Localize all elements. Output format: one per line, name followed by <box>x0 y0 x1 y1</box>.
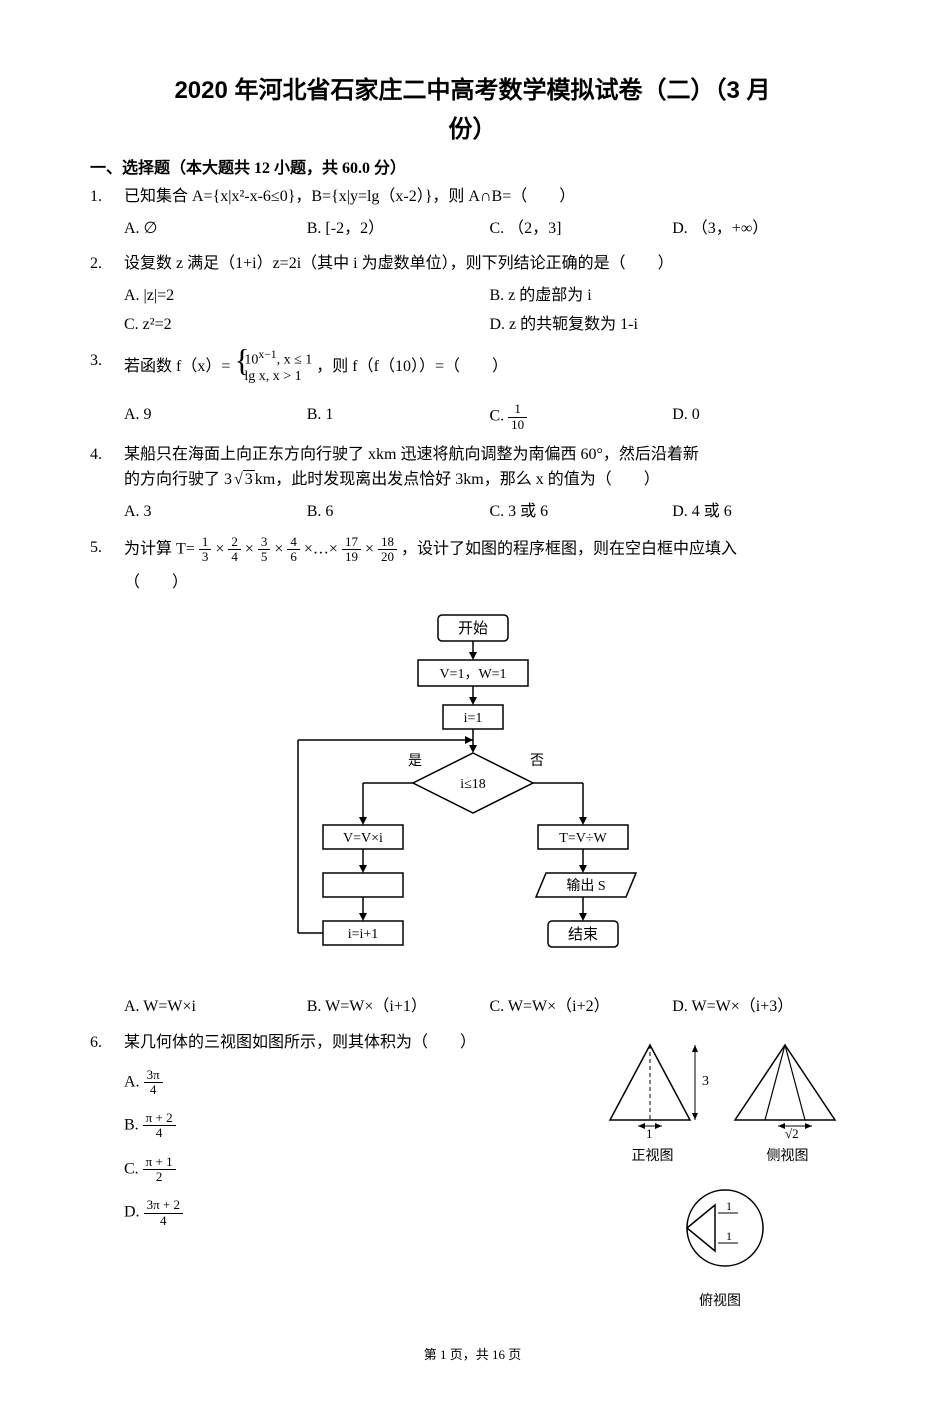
svg-text:1: 1 <box>646 1126 653 1140</box>
q3-piece2: lg x, x > 1 <box>244 369 312 386</box>
q4-line1: 某船只在海面上向正东方向行驶了 xkm 迅速将航向调整为南偏西 60°，然后沿着… <box>124 442 855 468</box>
q4-opt-b: B. 6 <box>307 497 490 527</box>
question-5: 5. 为计算 T= 13 × 24 × 35 × 46 ×…× 1719 × 1… <box>90 535 855 1022</box>
svg-text:i≤18: i≤18 <box>460 777 486 792</box>
question-3: 3. 若函数 f（x）= 10x−1, x ≤ 1 lg x, x > 1 ，则… <box>90 348 855 434</box>
q3-opt-c: C. 110 <box>490 400 673 434</box>
q4-number: 4. <box>90 442 124 468</box>
svg-text:T=V÷W: T=V÷W <box>559 831 607 846</box>
q3-opt-d: D. 0 <box>672 400 855 434</box>
question-4: 4. 某船只在海面上向正东方向行驶了 xkm 迅速将航向调整为南偏西 60°，然… <box>90 442 855 527</box>
q5-opt-c: C. W=W×（i+2） <box>490 992 673 1022</box>
q5-opt-b: B. W=W×（i+1） <box>307 992 490 1022</box>
q2-opt-d: D. z 的共轭复数为 1-i <box>490 310 856 340</box>
q1-text: 已知集合 A={x|x²-x-6≤0}，B={x|y=lg（x-2）}，则 A∩… <box>124 188 575 205</box>
q5-text-prefix: 为计算 T= <box>124 540 195 557</box>
q3-piece1: 10x−1, x ≤ 1 <box>244 348 312 369</box>
q3-text-prefix: 若函数 f（x）= <box>124 358 230 375</box>
svg-text:i=1: i=1 <box>463 711 482 726</box>
q2-opt-a: A. |z|=2 <box>124 281 490 311</box>
q2-number: 2. <box>90 251 124 277</box>
q1-opt-a: A. ∅ <box>124 214 307 244</box>
q4-opt-c: C. 3 或 6 <box>490 497 673 527</box>
q3-piecewise: 10x−1, x ≤ 1 lg x, x > 1 <box>234 348 312 386</box>
svg-text:输出 S: 输出 S <box>566 878 605 894</box>
q1-opt-c: C. （2，3] <box>490 214 673 244</box>
q5-number: 5. <box>90 535 124 561</box>
q6-opt-b: B. π + 24 <box>124 1109 585 1143</box>
page-title-line2: 份） <box>90 109 855 144</box>
q6-number: 6. <box>90 1030 124 1056</box>
svg-text:i=i+1: i=i+1 <box>347 927 378 942</box>
svg-text:√2: √2 <box>785 1126 799 1140</box>
svg-text:开始: 开始 <box>457 620 487 637</box>
q6-opt-c: C. π + 12 <box>124 1153 585 1187</box>
q2-opt-b: B. z 的虚部为 i <box>490 281 856 311</box>
svg-text:1: 1 <box>726 1199 732 1213</box>
page-footer: 第 1 页，共 16 页 <box>90 1344 855 1363</box>
flowchart: 开始 V=1，W=1 i=1 i≤18 是 否 <box>90 610 855 979</box>
svg-text:V=1，W=1: V=1，W=1 <box>439 667 506 682</box>
q3-opt-b: B. 1 <box>307 400 490 434</box>
q6-views: 3 1 √2 正视图 <box>585 1030 855 1314</box>
q5-opt-a: A. W=W×i <box>124 992 307 1022</box>
page-title-line1: 2020 年河北省石家庄二中高考数学模拟试卷（二）（3 月 <box>90 70 855 105</box>
svg-text:是: 是 <box>408 754 422 769</box>
q6-opt-d: D. 3π + 24 <box>124 1196 585 1230</box>
section-header: 一、选择题（本大题共 12 小题，共 60.0 分） <box>90 154 855 178</box>
question-1: 1. 已知集合 A={x|x²-x-6≤0}，B={x|y=lg（x-2）}，则… <box>90 184 855 243</box>
question-2: 2. 设复数 z 满足（1+i）z=2i（其中 i 为虚数单位），则下列结论正确… <box>90 251 855 340</box>
q2-opt-c: C. z²=2 <box>124 310 490 340</box>
svg-text:3: 3 <box>702 1074 709 1089</box>
q3-number: 3. <box>90 348 124 374</box>
q6-opt-a: A. 3π4 <box>124 1066 585 1100</box>
svg-text:否: 否 <box>530 754 544 769</box>
svg-text:V=V×i: V=V×i <box>343 831 383 846</box>
q6-text: 某几何体的三视图如图所示，则其体积为（ ） <box>124 1034 476 1051</box>
q4-opt-d: D. 4 或 6 <box>672 497 855 527</box>
front-view-label: 正视图 <box>632 1146 674 1168</box>
q5-text-suffix: ，设计了如图的程序框图，则在空白框中应填入 <box>401 540 737 557</box>
question-6: 6. 某几何体的三视图如图所示，则其体积为（ ） A. 3π4 B. π + 2… <box>90 1030 855 1314</box>
top-view-label: 俯视图 <box>585 1291 855 1313</box>
q5-blank: （ ） <box>124 570 855 596</box>
q4-opt-a: A. 3 <box>124 497 307 527</box>
q4-line2: 的方向行驶了 33km，此时发现离出发点恰好 3km，那么 x 的值为（ ） <box>124 467 855 493</box>
q3-opt-a: A. 9 <box>124 400 307 434</box>
q5-opt-d: D. W=W×（i+3） <box>672 992 855 1022</box>
q1-number: 1. <box>90 184 124 210</box>
side-view-label: 侧视图 <box>767 1146 809 1168</box>
svg-text:1: 1 <box>726 1229 732 1243</box>
q1-opt-d: D. （3，+∞） <box>672 214 855 244</box>
svg-text:结束: 结束 <box>567 926 597 943</box>
q1-opt-b: B. [-2，2） <box>307 214 490 244</box>
q2-text: 设复数 z 满足（1+i）z=2i（其中 i 为虚数单位），则下列结论正确的是（… <box>124 255 674 272</box>
q3-text-suffix: ，则 f（f（10））=（ ） <box>316 358 508 375</box>
